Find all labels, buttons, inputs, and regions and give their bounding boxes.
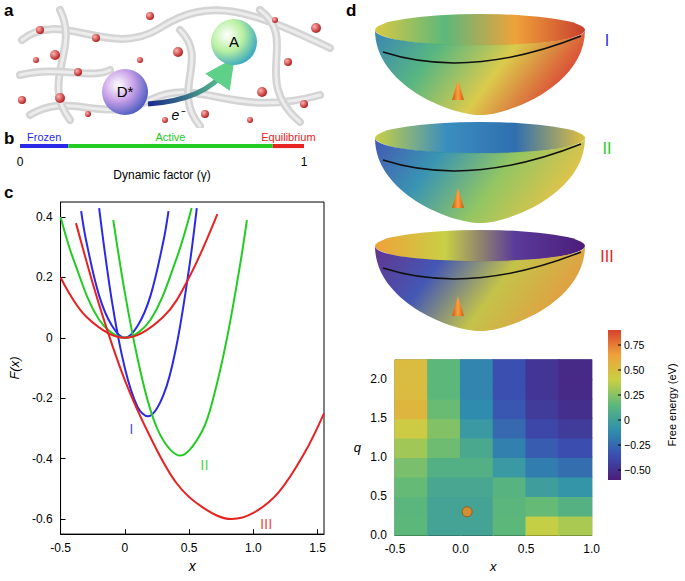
svg-text:-0.5: -0.5 [385,542,406,556]
svg-text:-0.2: -0.2 [32,391,53,405]
svg-text:0: 0 [46,331,53,345]
svg-text:q: q [354,440,362,455]
svg-text:II: II [200,456,208,473]
svg-text:0.5: 0.5 [370,489,387,503]
svg-text:III: III [260,515,273,532]
svg-text:0.0: 0.0 [452,542,469,556]
svg-text:1.0: 1.0 [370,450,387,464]
svg-text:−0.25: −0.25 [624,439,651,451]
svg-text:1.5: 1.5 [370,411,387,425]
html-text:c: c [4,183,14,202]
svg-text:x: x [489,559,497,574]
svg-text:-0.4: -0.4 [32,452,53,466]
svg-text:I: I [129,420,133,437]
svg-text:0.75: 0.75 [624,339,645,351]
svg-text:-0.6: -0.6 [32,512,53,526]
svg-text:I: I [605,32,609,49]
svg-text:1: 1 [301,155,308,169]
svg-text:0: 0 [624,414,630,426]
svg-text:A: A [229,33,239,50]
svg-text:−0.50: −0.50 [624,464,651,476]
svg-text:0.0: 0.0 [370,528,387,542]
svg-text:0: 0 [17,155,24,169]
html-text:a: a [4,1,14,20]
svg-text:III: III [600,248,613,265]
svg-text:1.0: 1.0 [583,542,600,556]
svg-text:D*: D* [117,83,134,100]
svg-text:e⁻: e⁻ [172,107,187,123]
svg-text:Free energy (eV): Free energy (eV) [666,363,678,446]
html-text:d: d [346,1,357,20]
svg-text:Equilibrium: Equilibrium [261,131,315,143]
svg-text:0.4: 0.4 [36,210,53,224]
svg-text:Dynamic factor (γ): Dynamic factor (γ) [113,168,210,182]
svg-text:0.2: 0.2 [36,270,53,284]
svg-text:0.50: 0.50 [624,364,645,376]
svg-text:2.0: 2.0 [370,372,387,386]
svg-text:x: x [188,558,197,574]
svg-text:0: 0 [121,541,128,555]
svg-text:F(x): F(x) [7,356,22,379]
svg-text:Frozen: Frozen [27,131,61,143]
svg-text:0.5: 0.5 [518,542,535,556]
svg-text:-0.5: -0.5 [50,541,71,555]
svg-text:1.0: 1.0 [245,541,262,555]
svg-text:Active: Active [156,131,186,143]
svg-text:0.5: 0.5 [181,541,198,555]
svg-text:1.5: 1.5 [309,541,326,555]
svg-text:0.25: 0.25 [624,389,645,401]
html-text:b: b [4,129,15,148]
svg-text:II: II [603,140,612,157]
